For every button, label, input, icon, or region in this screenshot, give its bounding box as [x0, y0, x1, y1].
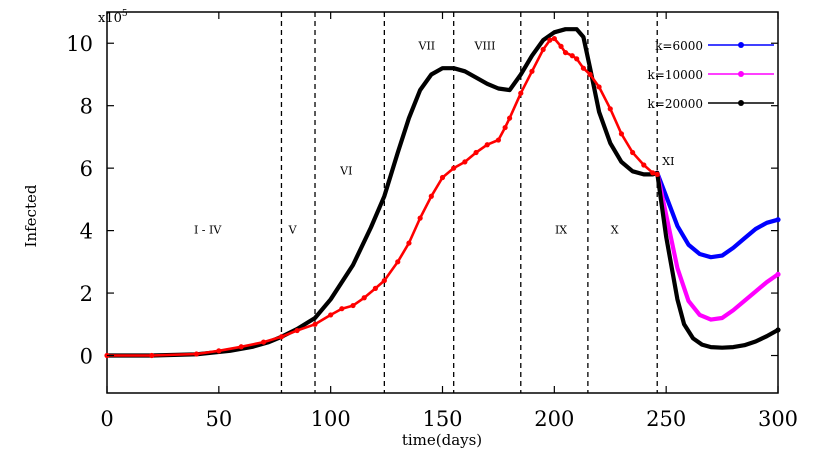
data-point — [473, 149, 479, 156]
data-point — [439, 174, 446, 181]
data-point — [580, 65, 587, 71]
y-multiplier-exponent: 5 — [122, 9, 128, 19]
x-tick-label-3: 150 — [422, 407, 462, 431]
phase-label-3: VII — [418, 39, 436, 52]
y-axis-title: Infected — [22, 184, 40, 247]
legend-label-0: k=6000 — [655, 39, 703, 53]
data-point — [406, 240, 412, 246]
data-point — [312, 321, 318, 327]
phase-label-4: VIII — [474, 39, 496, 52]
data-point — [540, 46, 546, 53]
x-tick-label-2: 100 — [311, 407, 351, 431]
data-point — [562, 49, 569, 56]
data-point — [654, 171, 660, 177]
data-point — [238, 344, 244, 350]
data-point — [650, 170, 656, 176]
data-point — [507, 115, 513, 121]
data-point — [193, 351, 200, 357]
data-point — [381, 277, 387, 284]
data-point — [547, 37, 553, 43]
phase-label-6: X — [611, 224, 619, 237]
y-tick-label-4: 8 — [80, 95, 93, 119]
y-tick-label-5: 10 — [66, 32, 93, 56]
y-tick-label-2: 4 — [80, 220, 93, 244]
x-tick-label-4: 200 — [534, 407, 574, 431]
phase-label-5: IX — [555, 224, 567, 237]
data-point — [529, 68, 535, 74]
data-point — [260, 339, 267, 345]
data-point — [328, 312, 334, 318]
series-line-k=20000 — [655, 170, 781, 350]
data-point — [607, 106, 613, 112]
y-tick-label-3: 6 — [80, 157, 93, 181]
y-tick-label-1: 2 — [80, 282, 93, 306]
data-point — [216, 348, 222, 354]
data-point — [462, 159, 468, 165]
x-axis-title: time(days) — [402, 431, 482, 449]
data-point — [630, 149, 636, 156]
x-tick-label-5: 250 — [646, 407, 686, 431]
series-end-point-k=6000 — [775, 217, 781, 223]
legend-marker-1 — [738, 71, 744, 77]
y-multiplier-base: x10 — [98, 11, 122, 26]
phase-label-7: XI — [662, 155, 674, 168]
series-line-k=10000 — [655, 170, 781, 322]
data-point — [451, 165, 457, 171]
legend-label-2: k=20000 — [648, 97, 704, 111]
data-point — [558, 43, 564, 49]
data-point — [339, 306, 345, 312]
data-point — [484, 142, 490, 148]
data-point — [294, 327, 300, 334]
data-point — [569, 53, 575, 59]
phase-boundary-lines — [280, 12, 658, 393]
series-line-model — [104, 27, 660, 358]
data-point — [618, 131, 625, 137]
data-point — [587, 71, 593, 78]
y-multiplier: x105 — [98, 9, 128, 26]
phase-label-2: VI — [339, 164, 352, 177]
data-point — [278, 334, 285, 340]
data-point — [495, 137, 502, 143]
data-point — [361, 295, 367, 301]
data-point — [428, 193, 434, 199]
data-point — [417, 215, 423, 221]
legend-marker-2 — [738, 100, 744, 106]
series-end-point-k=20000 — [775, 327, 781, 333]
x-axis-ticks: 0 50 100 150 200 250 300 — [100, 12, 798, 431]
data-point — [372, 285, 378, 291]
phase-label-1: V — [288, 224, 298, 237]
phase-label-0: I - IV — [194, 224, 222, 237]
series-group — [104, 27, 781, 359]
data-point — [596, 84, 602, 90]
y-axis-ticks: 0 2 4 6 8 10 — [66, 32, 778, 369]
y-tick-label-0: 0 — [80, 345, 93, 369]
legend-marker-0 — [738, 42, 744, 48]
data-point — [551, 35, 557, 42]
phase-labels: I - IV V VI VII VIII IX X XI — [194, 39, 675, 236]
data-point — [502, 124, 508, 131]
data-point — [350, 302, 356, 309]
data-point — [149, 352, 155, 359]
x-tick-label-1: 50 — [205, 407, 232, 431]
series-line-k=6000 — [655, 170, 781, 260]
data-point — [395, 259, 401, 265]
legend: k=6000 k=10000 k=20000 — [648, 39, 774, 111]
x-tick-label-0: 0 — [100, 407, 113, 431]
legend-label-1: k=10000 — [648, 68, 704, 82]
data-point — [641, 162, 647, 168]
series-end-point-k=10000 — [775, 271, 781, 277]
data-point — [574, 56, 580, 62]
x-tick-label-6: 300 — [758, 407, 798, 431]
data-point — [518, 90, 524, 96]
